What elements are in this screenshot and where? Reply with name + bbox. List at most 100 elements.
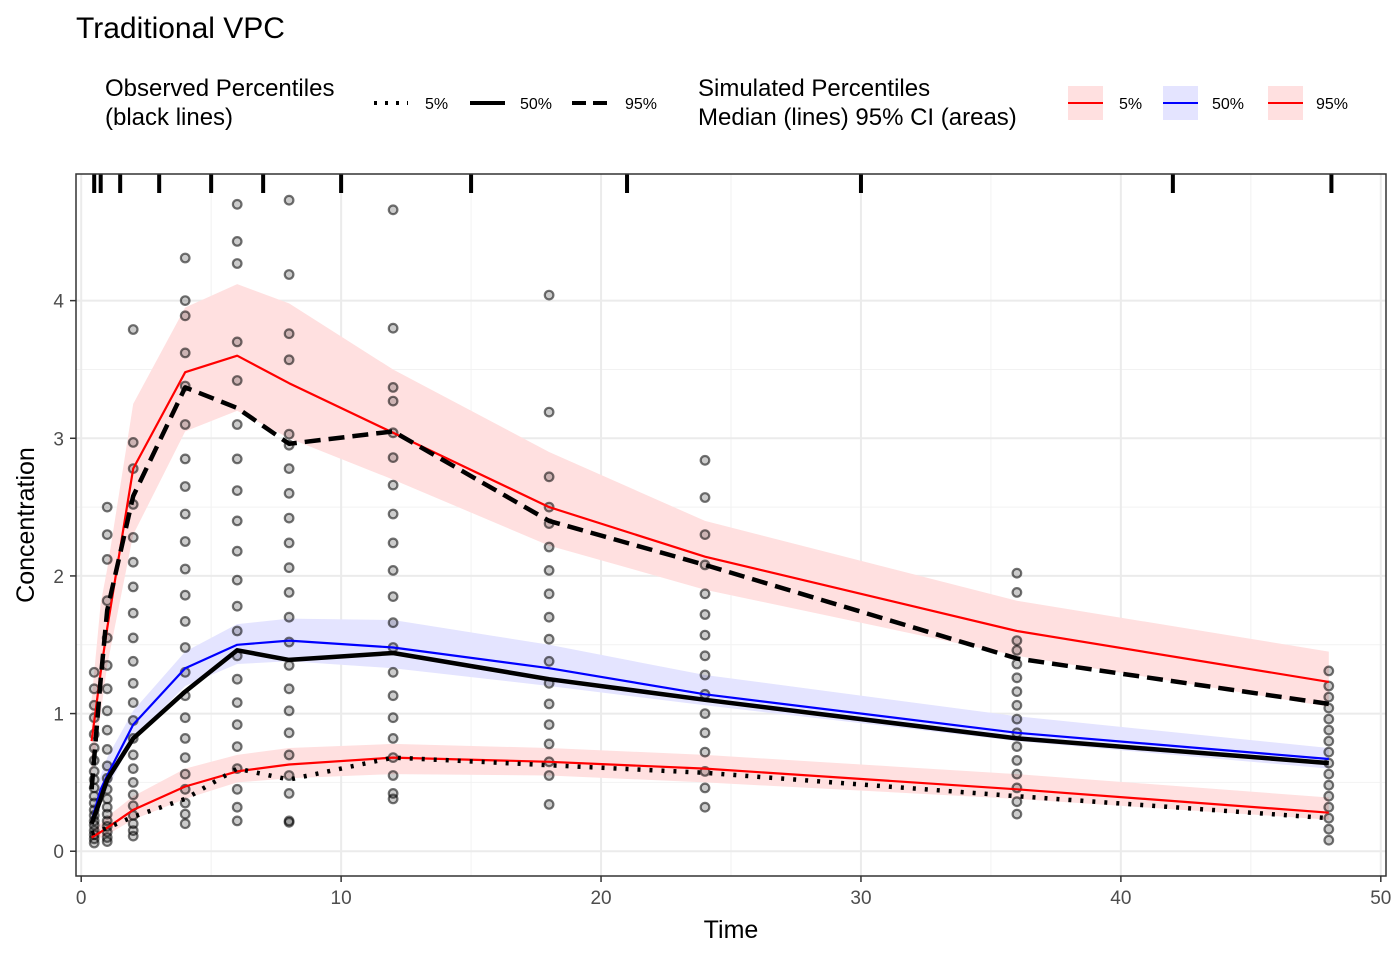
observed-point — [1323, 801, 1335, 813]
observed-point — [387, 712, 399, 724]
observed-point — [283, 537, 295, 549]
observed-point — [231, 419, 243, 430]
observed-point — [101, 705, 113, 717]
observed-point — [127, 655, 139, 667]
observed-point — [231, 198, 243, 210]
observed-point — [387, 322, 399, 334]
legend-simulated: Simulated Percentiles Median (lines) 95%… — [698, 75, 1348, 131]
observed-point — [283, 770, 295, 781]
observed-point — [283, 428, 295, 440]
observed-point — [387, 591, 399, 602]
observed-point — [543, 471, 555, 483]
observed-point — [179, 347, 191, 359]
observed-point — [179, 752, 191, 763]
observed-point — [179, 808, 191, 820]
observed-point — [543, 655, 555, 667]
observed-point — [699, 708, 711, 719]
observed-point — [1011, 796, 1023, 808]
observed-point — [1011, 808, 1023, 820]
observed-point — [231, 485, 243, 497]
observed-point — [1011, 672, 1023, 684]
observed-point — [127, 677, 139, 689]
observed-point — [127, 437, 139, 448]
observed-point — [543, 289, 555, 301]
observed-point — [231, 574, 243, 586]
observed-point — [543, 565, 555, 576]
observed-point — [387, 565, 399, 576]
observed-point — [387, 733, 399, 744]
observed-point — [1323, 665, 1335, 677]
observed-point — [283, 463, 295, 475]
observed-point — [387, 666, 399, 678]
observed-point — [1323, 768, 1335, 780]
observed-point — [88, 666, 100, 678]
observed-point — [387, 204, 399, 216]
observed-point — [1011, 755, 1023, 766]
observed-point — [699, 454, 711, 466]
observed-point — [1323, 691, 1335, 703]
observed-point — [387, 537, 399, 549]
observed-point — [231, 625, 243, 637]
observed-point — [543, 588, 555, 600]
observed-point — [179, 768, 191, 780]
observed-point — [101, 793, 113, 805]
observed-point — [127, 607, 139, 619]
observed-point — [283, 328, 295, 340]
observed-point — [127, 777, 139, 788]
chart-title: Traditional VPC — [76, 12, 285, 45]
observed-point — [1011, 782, 1023, 794]
observed-point — [127, 532, 139, 543]
observed-point — [699, 650, 711, 662]
observed-point — [283, 512, 295, 524]
legend-observed-95-label: 95% — [625, 96, 657, 113]
observed-point — [179, 252, 191, 264]
observed-point — [543, 719, 555, 730]
observed-point — [283, 705, 295, 717]
legend-simulated-95-label: 95% — [1316, 96, 1348, 113]
observed-point — [1323, 724, 1335, 736]
observed-point — [127, 763, 139, 774]
observed-point — [1323, 834, 1335, 846]
observed-point — [127, 324, 139, 335]
observed-point — [283, 487, 295, 499]
observed-point — [179, 508, 191, 520]
observed-points — [88, 194, 1335, 849]
observed-point — [127, 789, 139, 801]
observed-point — [179, 310, 191, 322]
observed-point — [179, 453, 191, 465]
y-tick-label: 1 — [53, 705, 64, 726]
x-tick-label: 50 — [1370, 888, 1391, 909]
legend: Observed Percentiles (black lines) 5% 50… — [105, 75, 1348, 131]
legend-observed-5-label: 5% — [425, 96, 448, 113]
observed-point — [543, 698, 555, 710]
legend-simulated-title-line1: Simulated Percentiles — [698, 75, 930, 102]
observed-point — [179, 563, 191, 575]
observed-point — [179, 419, 191, 430]
observed-point — [699, 746, 711, 758]
observed-point — [1323, 713, 1335, 725]
observed-point — [1323, 812, 1335, 824]
observed-point — [283, 727, 295, 739]
observed-point — [699, 801, 711, 813]
x-tick-label: 10 — [331, 888, 352, 909]
observed-point — [1011, 713, 1023, 725]
observed-point — [387, 479, 399, 491]
observed-point — [231, 258, 243, 269]
observed-point — [387, 382, 399, 393]
observed-point — [231, 815, 243, 827]
observed-point — [179, 642, 191, 653]
x-tick-label: 0 — [76, 888, 87, 909]
legend-simulated-50-label: 50% — [1212, 96, 1244, 113]
x-tick-label: 20 — [590, 888, 611, 909]
observed-point — [179, 481, 191, 492]
observed-point — [1323, 823, 1335, 835]
x-tick-label: 40 — [1110, 888, 1131, 909]
observed-point — [387, 788, 399, 799]
observed-point — [1011, 686, 1023, 697]
observed-point — [283, 683, 295, 695]
y-tick-label: 0 — [53, 842, 64, 863]
observed-point — [179, 712, 191, 724]
observed-point — [699, 669, 711, 681]
observed-percentile-50 — [89, 648, 1329, 825]
